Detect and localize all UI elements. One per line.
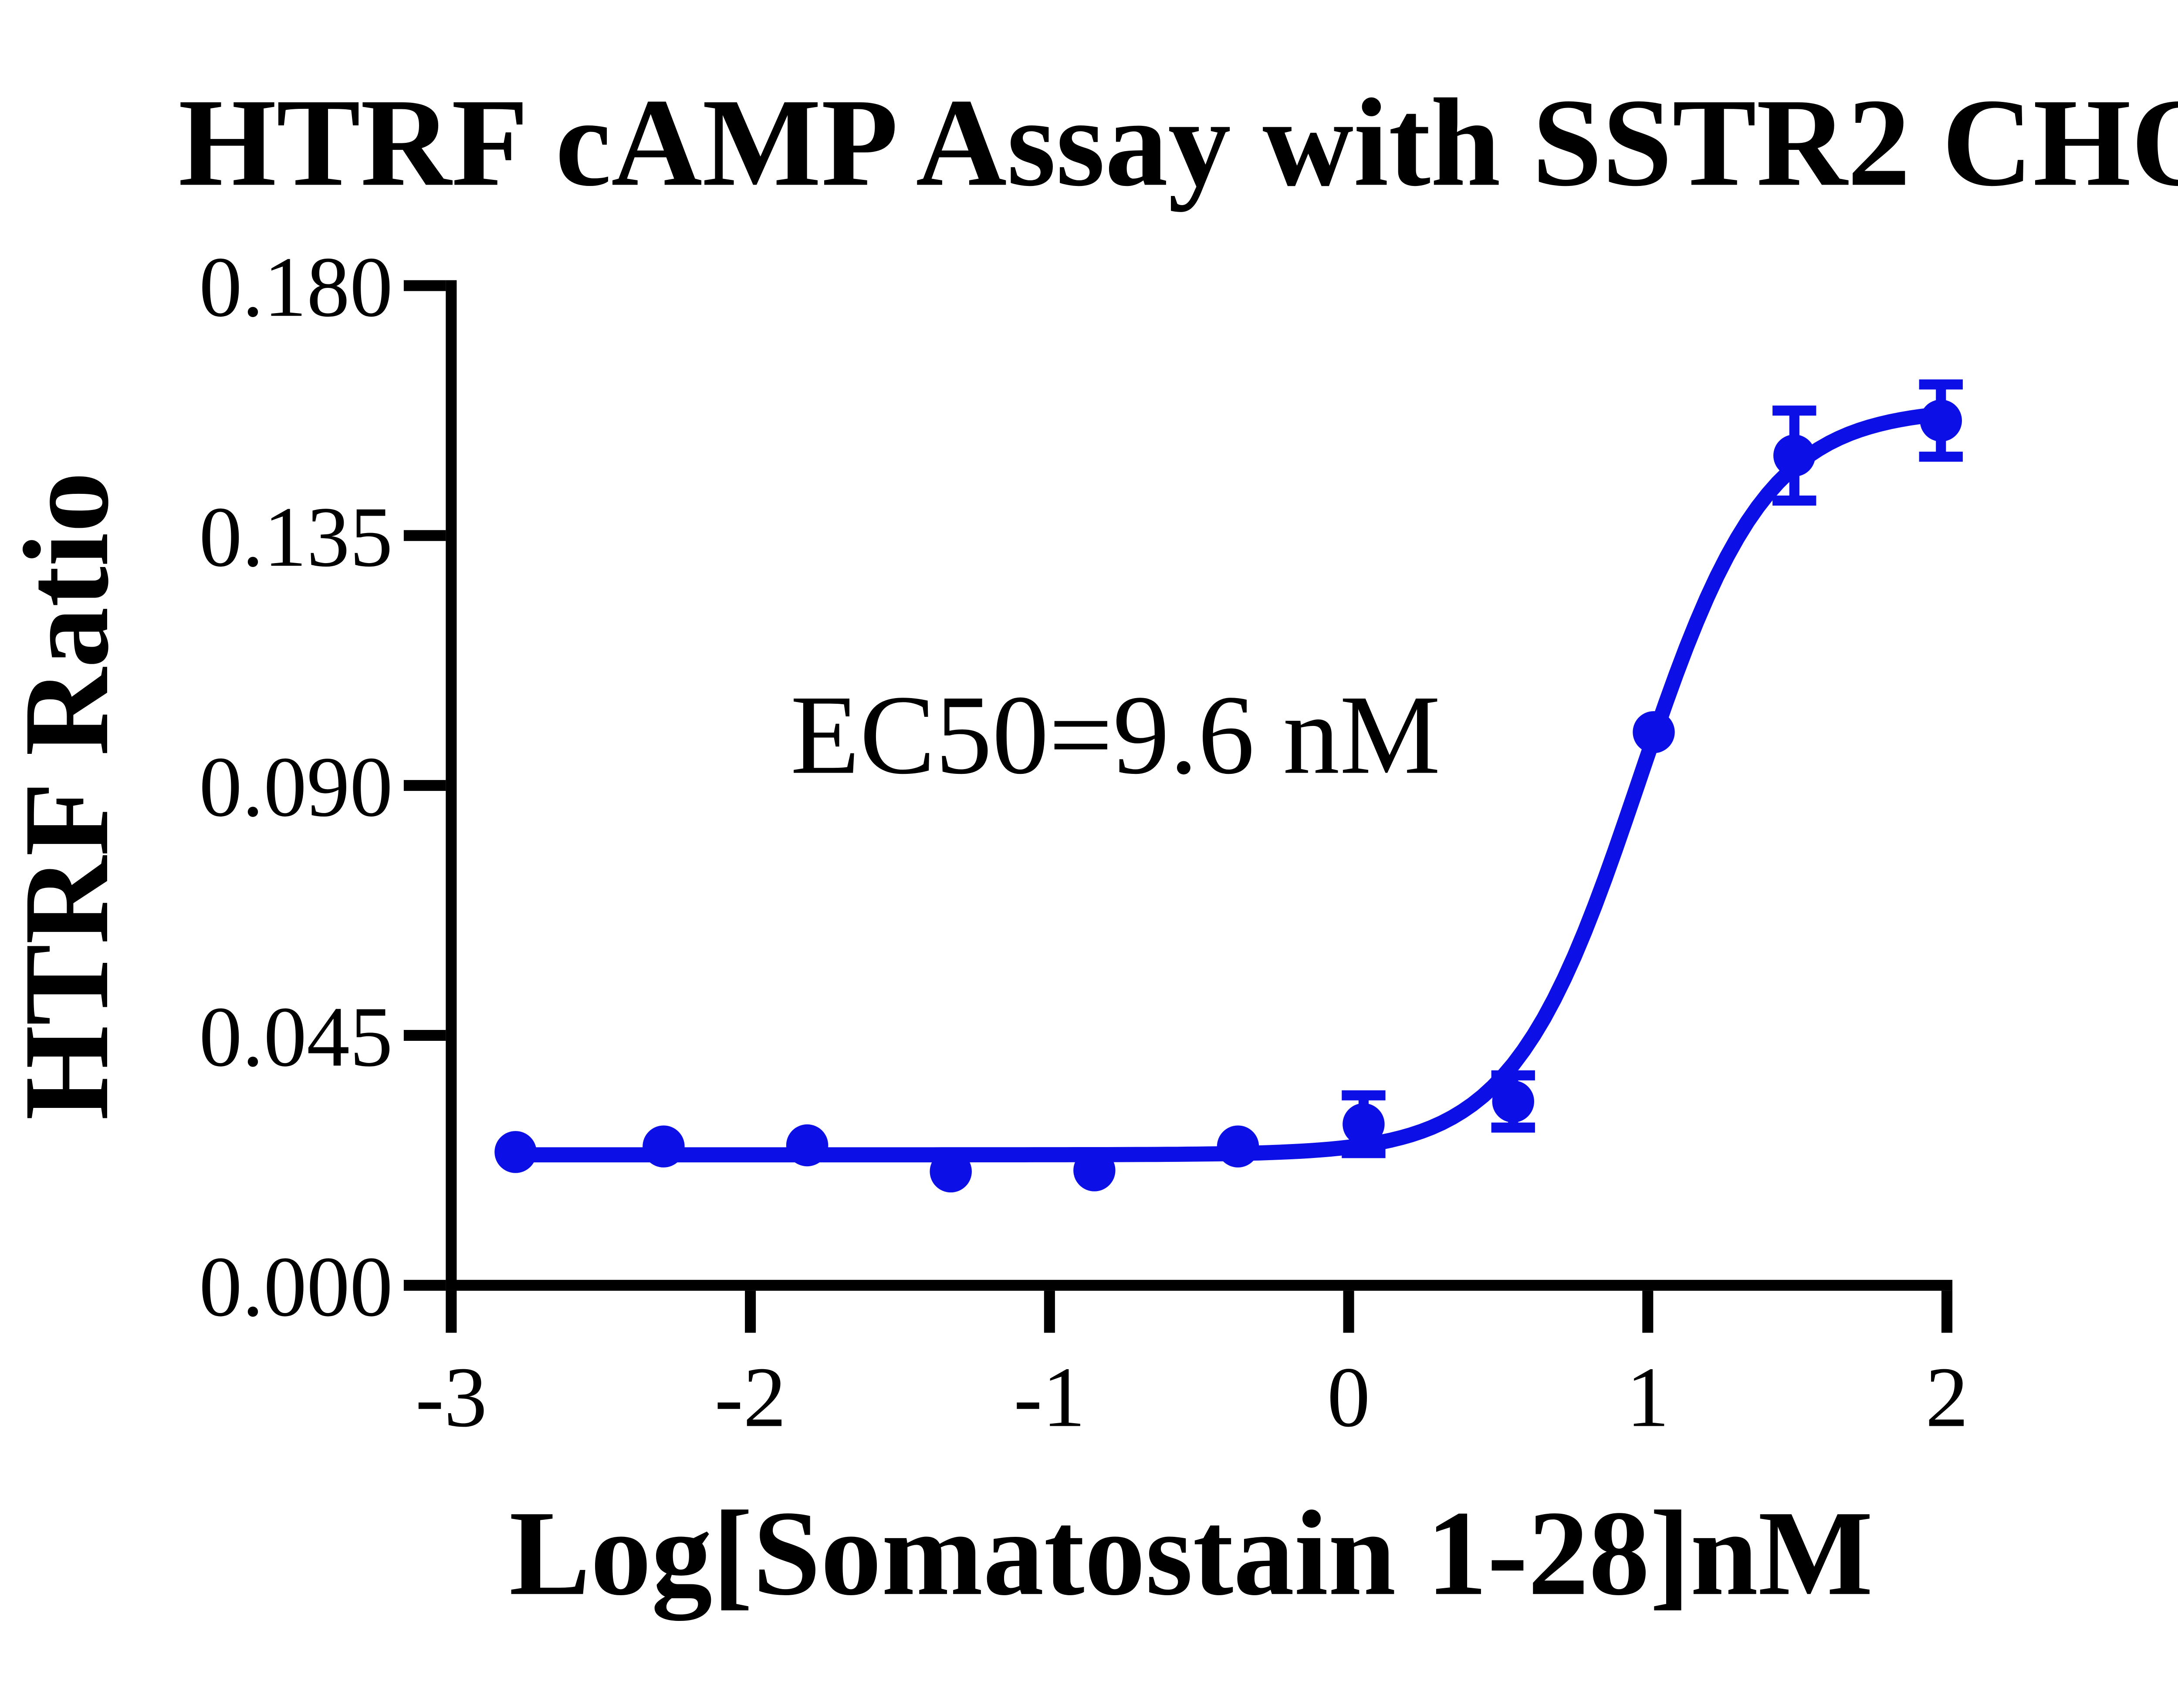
y-axis-ticks: 0.000 0.045 0.090 0.135 0.180 [199,239,446,1334]
data-point-marker [643,1125,685,1168]
dose-response-chart: HTRF cAMP Assay with SSTR2 CHO HTRF Rati… [0,72,2178,1623]
x-tick-label: -3 [416,1349,487,1445]
y-tick-label: 0.180 [199,239,393,334]
y-tick-label: 0.090 [199,739,393,834]
x-tick-label: 1 [1626,1349,1669,1445]
data-point-marker [1773,434,1816,477]
y-axis-title: HTRF Ratio [0,472,134,1120]
x-tick-label: -1 [1014,1349,1086,1445]
data-point-marker [1343,1103,1385,1145]
chart-title: HTRF cAMP Assay with SSTR2 CHO [178,72,2178,212]
data-point-marker [786,1124,829,1167]
data-point-marker [1633,711,1675,753]
ec50-annotation: EC50=9.6 nM [791,672,1441,798]
axes: 0.000 0.045 0.090 0.135 0.180 -3 -2 -1 0 1 2 [199,239,1968,1445]
data-point-marker [1073,1149,1116,1192]
x-tick-label: -2 [714,1349,786,1445]
data-point-markers [494,399,1962,1193]
data-point-marker [1920,399,1962,442]
x-tick-label: 0 [1327,1349,1370,1445]
data-point-marker [930,1150,972,1193]
figure: HTRF cAMP Assay with SSTR2 CHO HTRF Rati… [0,72,2178,1623]
data-point-marker [1492,1080,1534,1123]
x-axis-ticks: -3 -2 -1 0 1 2 [416,1290,1968,1445]
data-point-marker [1217,1125,1259,1168]
data-point-marker [494,1131,537,1173]
x-tick-label: 2 [1925,1349,1968,1445]
x-axis-title: Log[Somatostain 1-28]nM [509,1485,1873,1623]
y-tick-label: 0.045 [199,989,393,1084]
y-tick-label: 0.000 [199,1239,393,1334]
y-tick-label: 0.135 [199,489,393,584]
